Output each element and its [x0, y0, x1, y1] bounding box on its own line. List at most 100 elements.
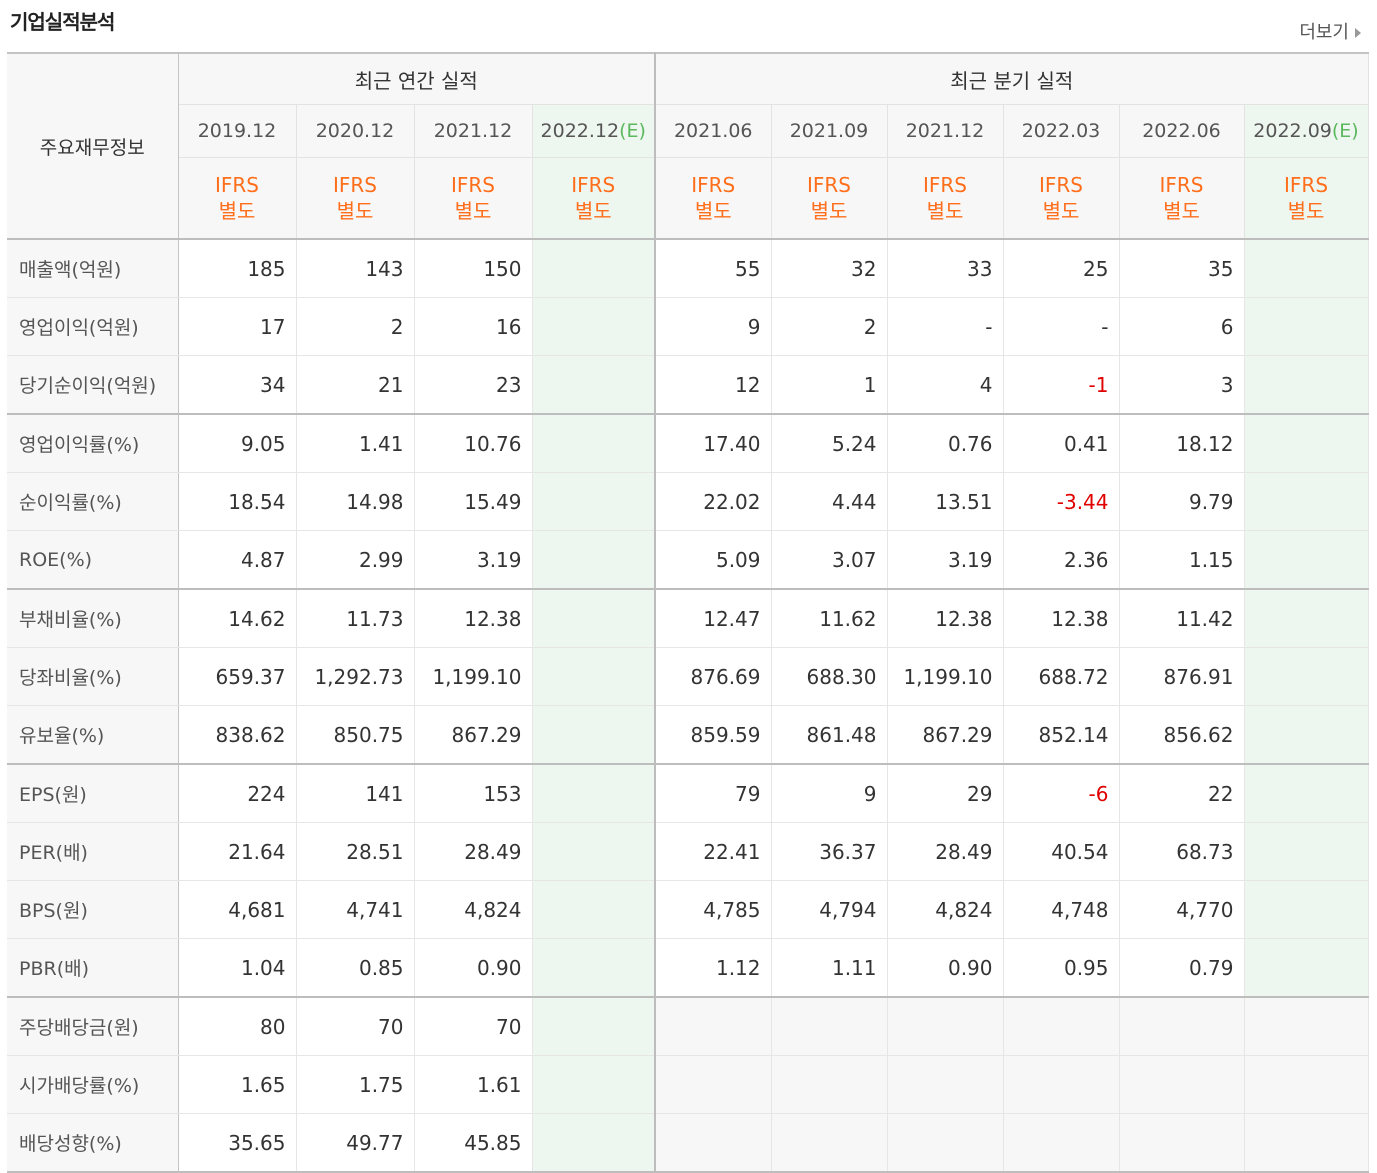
separate-label: 별도 — [1163, 199, 1200, 223]
date-label: 2022.09 — [1253, 120, 1332, 142]
quarter-cell: 688.30 — [771, 647, 888, 706]
quarter-cell: -6 — [1003, 764, 1120, 823]
quarter-cell: 35 — [1119, 239, 1245, 298]
table-row: PER(배) 21.64 28.51 28.49 22.41 36.37 28.49 40.5… — [7, 822, 1369, 881]
quarter-cell: 1.11 — [771, 938, 888, 998]
quarter-cell: 4,824 — [887, 880, 1004, 939]
quarter-cell: 1 — [771, 355, 888, 415]
annual-group-header: 최근 연간 실적 — [178, 52, 656, 105]
quarter-cell: 2 — [771, 297, 888, 356]
annual-cell: 141 — [296, 764, 415, 823]
row-label: PBR(배) — [7, 938, 179, 998]
annual-cell — [532, 530, 656, 590]
quarter-cell: 28.49 — [887, 822, 1004, 881]
accounting-standard-annual-0: IFRS 별도 — [178, 157, 297, 240]
quarter-cell: 68.73 — [1119, 822, 1245, 881]
quarter-cell — [655, 997, 772, 1056]
quarter-cell: 13.51 — [887, 472, 1004, 531]
annual-cell — [532, 764, 656, 823]
separate-label: 별도 — [574, 199, 612, 223]
ifrs-label: IFRS — [691, 173, 736, 197]
quarter-cell — [1244, 472, 1369, 531]
quarter-cell — [887, 997, 1004, 1056]
ifrs-label: IFRS — [1159, 173, 1204, 197]
annual-cell — [532, 239, 656, 298]
more-link[interactable]: 더보기 — [1299, 18, 1361, 44]
quarter-cell: -3.44 — [1003, 472, 1120, 531]
quarter-cell: 876.91 — [1119, 647, 1245, 706]
quarter-cell: 5.24 — [771, 414, 888, 473]
annual-cell: 70 — [414, 997, 533, 1056]
annual-cell: 16 — [414, 297, 533, 356]
quarter-cell: 25 — [1003, 239, 1120, 298]
quarter-cell: 1,199.10 — [887, 647, 1004, 706]
row-label: 유보율(%) — [7, 705, 179, 765]
quarter-cell — [771, 997, 888, 1056]
date-header-annual-1: 2020.12 — [296, 104, 415, 158]
quarter-cell: 5.09 — [655, 530, 772, 590]
date-label: 2020.12 — [315, 120, 395, 142]
row-label: 영업이익률(%) — [7, 414, 179, 473]
date-label: 2019.12 — [197, 120, 277, 142]
date-header-annual-2: 2021.12 — [414, 104, 533, 158]
quarter-cell — [1244, 880, 1369, 939]
quarter-cell — [1244, 414, 1369, 473]
quarter-cell — [1244, 822, 1369, 881]
row-label: 주당배당금(원) — [7, 997, 179, 1056]
annual-cell: 143 — [296, 239, 415, 298]
quarter-cell — [771, 1113, 888, 1173]
annual-cell: 10.76 — [414, 414, 533, 473]
date-label: 2022.03 — [1021, 120, 1101, 142]
quarter-cell: 856.62 — [1119, 705, 1245, 765]
annual-cell: 9.05 — [178, 414, 297, 473]
ifrs-label: IFRS — [333, 173, 377, 197]
annual-cell — [532, 297, 656, 356]
annual-cell: 35.65 — [178, 1113, 297, 1173]
accounting-standard-quarter-1: IFRS 별도 — [771, 157, 888, 240]
quarter-cell: 867.29 — [887, 705, 1004, 765]
table-row: 시가배당률(%) 1.65 1.75 1.61 — [7, 1055, 1369, 1114]
annual-cell: 70 — [296, 997, 415, 1056]
table-row: EPS(원) 224 141 153 79 9 29 -6 22 — [7, 764, 1369, 823]
annual-cell — [532, 472, 656, 531]
annual-cell: 1.61 — [414, 1055, 533, 1114]
quarter-cell: 17.40 — [655, 414, 772, 473]
chevron-right-icon — [1355, 28, 1361, 38]
quarter-cell — [887, 1055, 1004, 1114]
table-row: 매출액(억원) 185 143 150 55 32 33 25 35 — [7, 239, 1369, 298]
table-row: 당기순이익(억원) 34 21 23 12 1 4 -1 3 — [7, 355, 1369, 415]
date-header-quarter-5: 2022.09(E) — [1244, 104, 1369, 158]
date-header-quarter-4: 2022.06 — [1119, 104, 1245, 158]
quarter-cell: 4.44 — [771, 472, 888, 531]
annual-cell: 21.64 — [178, 822, 297, 881]
accounting-standard-quarter-5: IFRS 별도 — [1244, 157, 1369, 240]
quarter-cell: 1.15 — [1119, 530, 1245, 590]
accounting-standard-annual-3: IFRS 별도 — [532, 157, 656, 240]
annual-cell: 12.38 — [414, 589, 533, 648]
accounting-standard-annual-1: IFRS 별도 — [296, 157, 415, 240]
row-label: ROE(%) — [7, 530, 179, 590]
row-label: 배당성향(%) — [7, 1113, 179, 1173]
quarter-cell: 33 — [887, 239, 1004, 298]
more-label: 더보기 — [1299, 22, 1349, 43]
quarter-cell: 852.14 — [1003, 705, 1120, 765]
quarter-cell: 6 — [1119, 297, 1245, 356]
date-header-quarter-1: 2021.09 — [771, 104, 888, 158]
quarter-cell: 9 — [655, 297, 772, 356]
quarter-cell: 3.19 — [887, 530, 1004, 590]
quarter-cell — [1003, 1055, 1120, 1114]
quarter-cell: 22 — [1119, 764, 1245, 823]
ifrs-label: IFRS — [451, 173, 495, 197]
annual-cell: 850.75 — [296, 705, 415, 765]
quarter-cell: 4,785 — [655, 880, 772, 939]
quarter-cell: 876.69 — [655, 647, 772, 706]
table-row: 부채비율(%) 14.62 11.73 12.38 12.47 11.62 12.38 12.… — [7, 589, 1369, 648]
quarter-cell — [1244, 589, 1369, 648]
quarter-cell — [1244, 355, 1369, 415]
quarter-cell: 11.62 — [771, 589, 888, 648]
quarter-cell: 29 — [887, 764, 1004, 823]
annual-cell: 867.29 — [414, 705, 533, 765]
quarter-cell: 861.48 — [771, 705, 888, 765]
quarter-cell: 12.38 — [887, 589, 1004, 648]
date-header-annual-0: 2019.12 — [178, 104, 297, 158]
